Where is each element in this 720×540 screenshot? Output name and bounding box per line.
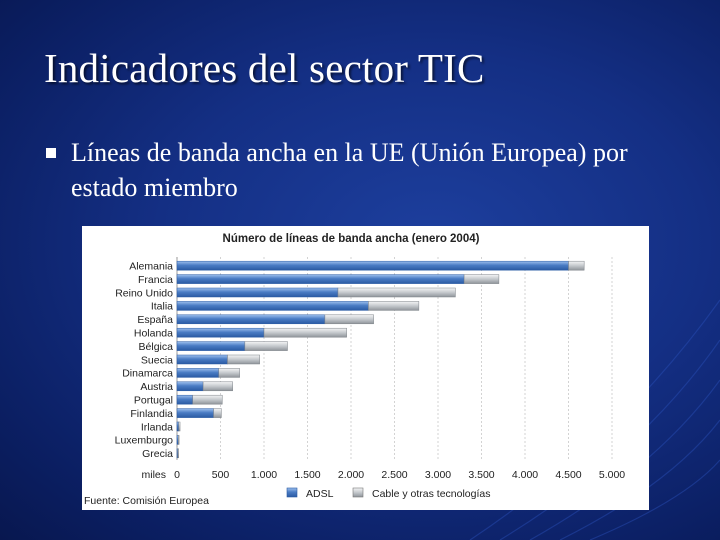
x-tick-label: 4.000 bbox=[512, 469, 538, 481]
category-label: Francia bbox=[138, 274, 173, 286]
bar-adsl bbox=[176, 341, 246, 351]
category-label: Italia bbox=[151, 301, 173, 313]
bar-cable bbox=[178, 435, 180, 445]
bar-adsl bbox=[176, 381, 204, 392]
bar-adsl bbox=[176, 301, 369, 311]
category-label: Austria bbox=[140, 381, 173, 393]
bullet-square-icon bbox=[46, 148, 56, 158]
category-label: Grecia bbox=[142, 448, 173, 460]
bar-adsl bbox=[176, 394, 193, 405]
bar-cable bbox=[177, 448, 179, 459]
bar-adsl bbox=[176, 287, 339, 298]
x-axis-label: miles bbox=[141, 469, 166, 481]
bullet-text: Líneas de banda ancha en la UE (Unión Eu… bbox=[71, 138, 628, 202]
legend-adsl-label: ADSL bbox=[306, 488, 334, 500]
bar-adsl bbox=[176, 327, 265, 338]
x-tick-label: 2.000 bbox=[338, 469, 364, 481]
bar-cable bbox=[218, 368, 240, 378]
bar-adsl bbox=[176, 314, 326, 325]
category-label: Portugal bbox=[134, 395, 173, 407]
category-label: Finlandia bbox=[130, 408, 173, 420]
bar-adsl bbox=[176, 408, 214, 418]
legend-adsl-swatch bbox=[286, 487, 298, 498]
x-tick-label: 3.000 bbox=[425, 469, 451, 481]
category-label: Luxemburgo bbox=[115, 435, 174, 447]
x-tick-label: 0 bbox=[174, 469, 180, 481]
bar-cable bbox=[324, 314, 374, 325]
broadband-chart: Número de líneas de banda ancha (enero 2… bbox=[82, 226, 649, 510]
bar-cable bbox=[263, 327, 347, 338]
chart-title: Número de líneas de banda ancha (enero 2… bbox=[223, 233, 480, 245]
bar-adsl bbox=[176, 368, 220, 378]
category-label: Alemania bbox=[129, 261, 173, 273]
x-tick-label: 1.500 bbox=[294, 469, 320, 481]
bar-cable bbox=[178, 421, 181, 432]
x-tick-label: 2.500 bbox=[381, 469, 407, 481]
category-label: Dinamarca bbox=[122, 368, 173, 380]
bar-cable bbox=[568, 260, 585, 271]
category-label: Irlanda bbox=[141, 421, 173, 433]
x-tick-label: 5.000 bbox=[599, 469, 625, 481]
category-label: Holanda bbox=[134, 328, 173, 340]
category-label: Bélgica bbox=[139, 341, 174, 353]
category-label: Suecia bbox=[141, 354, 173, 366]
chart-svg: Número de líneas de banda ancha (enero 2… bbox=[84, 233, 625, 507]
bar-cable bbox=[192, 394, 223, 405]
x-tick-label: 3.500 bbox=[468, 469, 494, 481]
bar-adsl bbox=[176, 354, 228, 365]
bar-adsl bbox=[176, 421, 179, 432]
legend-cable-label: Cable y otras tecnologías bbox=[372, 488, 490, 500]
bar-cable bbox=[368, 301, 420, 311]
category-label: España bbox=[137, 314, 173, 326]
bar-adsl bbox=[176, 274, 465, 284]
bar-cable bbox=[244, 341, 288, 351]
bar-cable bbox=[337, 287, 456, 298]
bar-cable bbox=[463, 274, 500, 284]
source-note: Fuente: Comisión Europea bbox=[84, 495, 209, 507]
legend-cable-swatch bbox=[352, 487, 364, 498]
bar-adsl bbox=[176, 260, 569, 271]
bar-cable bbox=[213, 408, 222, 418]
bar-cable bbox=[202, 381, 233, 392]
x-tick-label: 500 bbox=[212, 469, 230, 481]
x-tick-label: 1.000 bbox=[251, 469, 277, 481]
category-label: Reino Unido bbox=[115, 287, 173, 299]
x-tick-label: 4.500 bbox=[555, 469, 581, 481]
bar-cable bbox=[227, 354, 260, 365]
slide-title: Indicadores del sector TIC bbox=[44, 45, 485, 91]
